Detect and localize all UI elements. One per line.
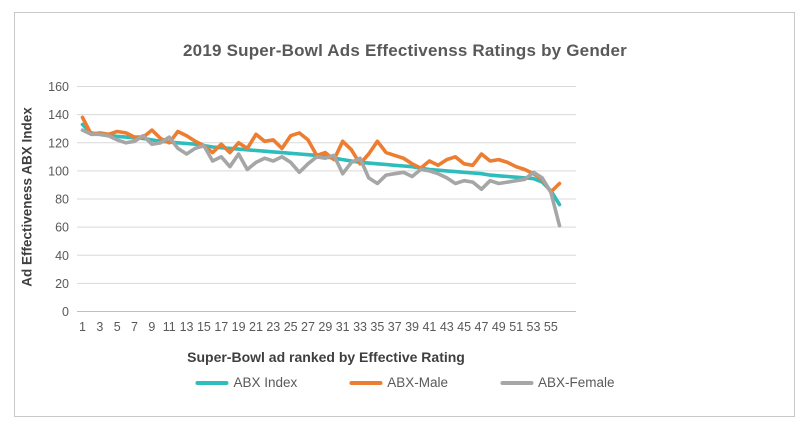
- legend-swatch-icon: [195, 380, 229, 385]
- legend-item-abx-index: ABX Index: [195, 375, 297, 390]
- x-tick-label: 35: [370, 320, 384, 334]
- x-tick-label: 55: [544, 320, 558, 334]
- x-tick-label: 9: [148, 320, 155, 334]
- y-tick-label: 40: [55, 249, 69, 263]
- x-tick-label: 21: [249, 320, 263, 334]
- x-tick-label: 43: [440, 320, 454, 334]
- x-axis-title: Super-Bowl ad ranked by Effective Rating: [187, 349, 465, 365]
- y-tick-label: 160: [48, 80, 69, 94]
- x-tick-label: 13: [180, 320, 194, 334]
- x-tick-label: 27: [301, 320, 315, 334]
- x-tick-label: 3: [96, 320, 103, 334]
- x-tick-label: 41: [422, 320, 436, 334]
- x-tick-label: 33: [353, 320, 367, 334]
- x-tick-label: 53: [527, 320, 541, 334]
- x-tick-label: 47: [475, 320, 489, 334]
- x-tick-label: 1: [79, 320, 86, 334]
- y-tick-label: 120: [48, 136, 69, 150]
- y-tick-label: 140: [48, 108, 69, 122]
- x-tick-label: 7: [131, 320, 138, 334]
- x-tick-label: 37: [388, 320, 402, 334]
- series-line-abx-male: [80, 115, 562, 194]
- x-tick-label: 19: [232, 320, 246, 334]
- x-tick-label: 49: [492, 320, 506, 334]
- x-tick-label: 45: [457, 320, 471, 334]
- x-tick-label: 29: [318, 320, 332, 334]
- legend: ABX Index ABX-Male ABX-Female: [195, 375, 615, 390]
- x-tick-label: 39: [405, 320, 419, 334]
- y-tick-label: 100: [48, 164, 69, 178]
- x-tick-label: 31: [336, 320, 350, 334]
- y-axis-title: Ad Effectiveness ABX Index: [19, 107, 35, 287]
- legend-label: ABX-Female: [538, 375, 615, 390]
- y-tick-label: 60: [55, 221, 69, 235]
- x-tick-label: 15: [197, 320, 211, 334]
- chart-frame: 2019 Super-Bowl Ads Effectivenss Ratings…: [14, 12, 795, 417]
- y-tick-label: 0: [62, 305, 69, 319]
- chart-title: 2019 Super-Bowl Ads Effectivenss Ratings…: [183, 41, 627, 60]
- y-tick-label: 20: [55, 277, 69, 291]
- x-tick-label: 11: [163, 320, 176, 334]
- legend-item-abx-male: ABX-Male: [349, 375, 448, 390]
- legend-swatch-icon: [349, 380, 383, 385]
- legend-swatch-icon: [500, 380, 534, 385]
- x-tick-label: 17: [214, 320, 228, 334]
- series-line-abx-index: [80, 122, 562, 207]
- x-tick-label: 5: [114, 320, 121, 334]
- x-tick-label: 23: [266, 320, 280, 334]
- x-tick-label: 25: [284, 320, 298, 334]
- series-line-abx-female: [80, 128, 562, 228]
- legend-label: ABX-Male: [387, 375, 449, 390]
- y-tick-label: 80: [55, 193, 69, 207]
- legend-label: ABX Index: [233, 375, 298, 390]
- x-tick-label: 51: [509, 320, 523, 334]
- legend-item-abx-female: ABX-Female: [500, 375, 615, 390]
